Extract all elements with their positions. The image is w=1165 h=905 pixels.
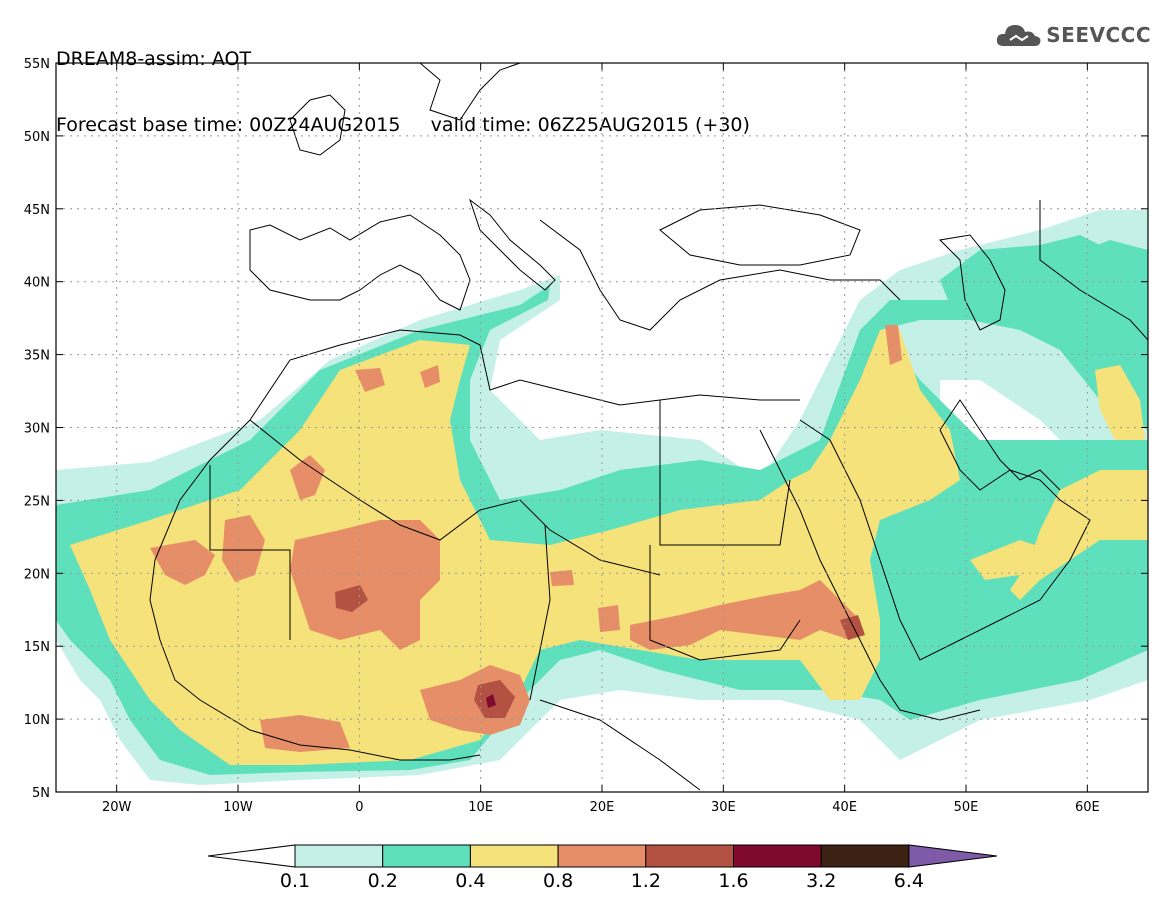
coastline-west-africa <box>149 419 481 761</box>
aot-contour-0.4 <box>1095 365 1145 440</box>
coastlines <box>149 63 1148 791</box>
colorbar-label: 1.6 <box>718 870 748 892</box>
colorbar-swatch <box>294 844 384 868</box>
coastline-caspian <box>938 234 1006 331</box>
aot-contour-0.2 <box>940 235 1110 310</box>
aot-contour-1.2 <box>335 585 368 612</box>
lon-tick-label: 0 <box>355 800 363 815</box>
lon-tick-label: 20W <box>102 800 132 815</box>
lat-tick-label: 10N <box>24 713 50 728</box>
border-sudan <box>649 545 801 661</box>
colorbar-swatch <box>820 844 910 868</box>
colorbar-swatch <box>469 844 559 868</box>
coastline-balkans-turkey <box>539 219 901 331</box>
colorbar-label: 0.2 <box>368 870 398 892</box>
aot-contour-0.8 <box>355 368 385 392</box>
lon-tick-label: 20E <box>590 800 615 815</box>
title-line-1: DREAM8-assim: AOT <box>56 48 252 70</box>
aot-contour-0.8 <box>630 580 860 650</box>
colorbar-arrow-high <box>908 844 997 868</box>
lat-tick-label: 45N <box>24 203 50 218</box>
colorbar-label: 3.2 <box>806 870 836 892</box>
lat-tick-label: 50N <box>24 130 50 145</box>
coastline-arabia <box>799 419 1091 661</box>
lat-tick-label: 35N <box>24 349 50 364</box>
border-sahara <box>249 419 661 576</box>
aot-contour-0.8 <box>260 715 350 752</box>
aot-contour-1.6 <box>486 694 496 708</box>
border-iran <box>1039 200 1148 341</box>
logo-text: SEEVCCC <box>1046 23 1151 47</box>
seevccc-logo: SEEVCCC <box>996 22 1151 48</box>
colorbar-swatch <box>382 844 471 868</box>
colorbar-label: 0.1 <box>280 870 310 892</box>
graticule <box>56 63 1148 792</box>
aot-contour-0.8 <box>550 570 574 586</box>
plot-title: DREAM8-assim: AOT Forecast base time: 00… <box>56 4 750 158</box>
aot-contour-0.4 <box>970 540 1050 580</box>
coastline-north-africa <box>249 329 800 421</box>
colorbar-swatches <box>207 844 997 868</box>
lat-tick-label: 5N <box>32 786 50 801</box>
lat-tick-label: 20N <box>24 567 50 582</box>
aot-contour-0.4 <box>70 330 960 765</box>
aot-contour-0.8 <box>290 455 325 500</box>
colorbar-label: 0.8 <box>543 870 573 892</box>
colorbar-arrow-low <box>207 844 296 868</box>
lat-tick-label: 40N <box>24 276 50 291</box>
title-line-2: Forecast base time: 00Z24AUG2015 valid t… <box>56 114 750 136</box>
lat-tick-label: 15N <box>24 640 50 655</box>
lat-tick-label: 55N <box>24 57 50 72</box>
aot-contour-0.8 <box>290 520 440 650</box>
colorbar-swatch <box>733 844 822 868</box>
lon-tick-label: 10W <box>223 800 253 815</box>
lon-tick-label: 30E <box>711 800 736 815</box>
aot-contour-1.2 <box>840 615 865 640</box>
coastline-black-sea <box>659 204 861 266</box>
colorbar-label: 1.2 <box>631 870 661 892</box>
colorbar-label: 6.4 <box>894 870 924 892</box>
coastline-italy <box>469 198 556 291</box>
aot-contour-0.8 <box>150 540 215 585</box>
coastline-british-isles <box>289 94 346 156</box>
aot-contour-0.8 <box>420 365 440 388</box>
axis-ticks: 55N 50N 45N 40N 35N 30N 25N 20N 15N 10N 5N 20W 10W 0 1… <box>24 57 1148 815</box>
lon-tick-label: 40E <box>832 800 857 815</box>
lon-tick-label: 50E <box>954 800 979 815</box>
lon-tick-label: 10E <box>468 800 493 815</box>
coastline-europe <box>249 214 471 311</box>
coastline-red-sea <box>759 429 981 721</box>
colorbar-swatch <box>645 844 734 868</box>
coastline-persian-gulf <box>939 399 1061 491</box>
aot-contour-0.8 <box>222 515 265 582</box>
colorbar-label: 0.4 <box>455 870 485 892</box>
aot-contour-1.2 <box>474 680 515 718</box>
aot-contour-0.8 <box>598 605 620 632</box>
border-east-africa <box>539 699 701 791</box>
colorbar-swatch <box>557 844 647 868</box>
lat-tick-label: 25N <box>24 494 50 509</box>
border-chad <box>529 524 551 701</box>
colorbar-labels: 0.1 0.2 0.4 0.8 1.2 1.6 3.2 6.4 <box>280 870 924 892</box>
lon-tick-label: 60E <box>1075 800 1100 815</box>
cloud-icon <box>996 22 1042 48</box>
coastline-scandinavia <box>419 63 521 121</box>
aot-contour-0.4 <box>1010 470 1148 600</box>
lat-tick-label: 30N <box>24 422 50 437</box>
border-egypt-libya <box>659 400 791 546</box>
border-algeria-mali <box>209 465 291 640</box>
aot-field <box>56 210 1148 785</box>
